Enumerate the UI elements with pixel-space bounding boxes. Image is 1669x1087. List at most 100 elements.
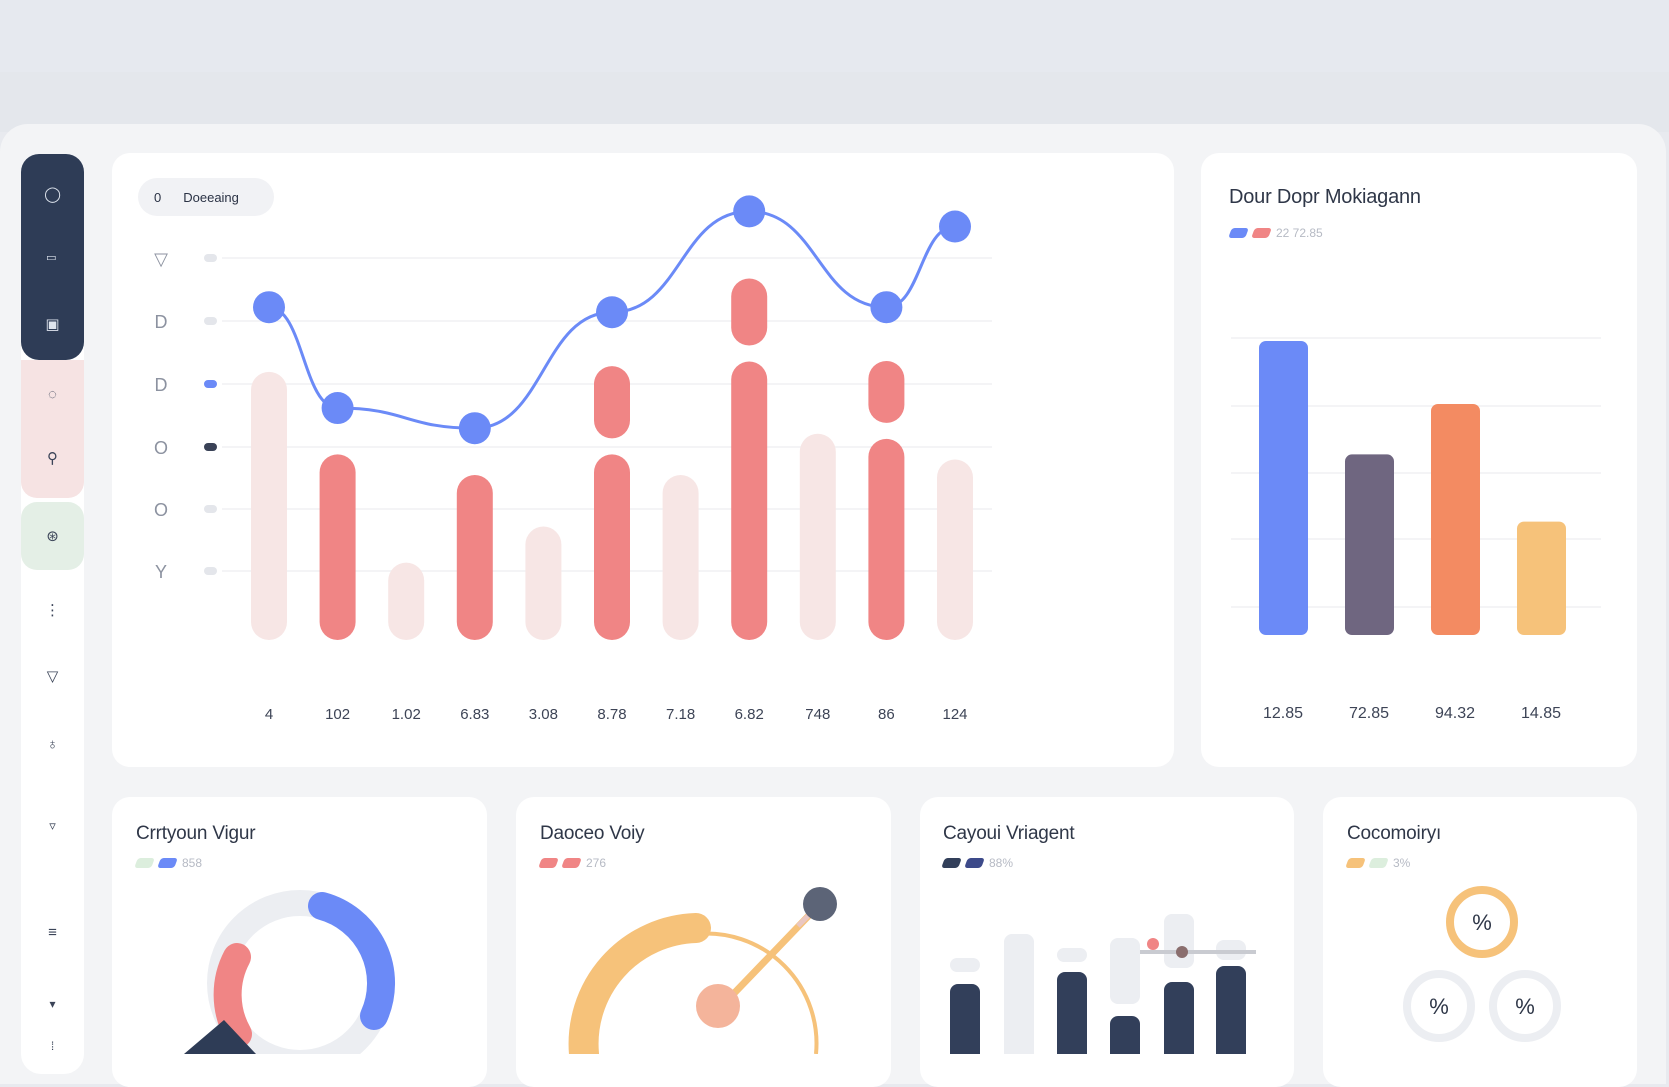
bar [937,459,973,640]
y-axis-icon-label: O [154,500,168,520]
legend-text: 858 [182,856,203,870]
bar [1431,404,1480,635]
bulb-icon[interactable]: ♁ [46,735,59,753]
bar [868,438,905,640]
sidebar-group-secondary: ◌ ⚲ [21,360,84,498]
x-tick-label: 8.78 [597,706,626,723]
x-tick-label: 12.85 [1263,705,1303,722]
more-icon[interactable]: ⁞ [50,1039,55,1053]
x-tick-label: 1.02 [392,706,421,723]
globe-icon[interactable]: ⊛ [46,528,59,545]
doc-icon[interactable]: ▯ [46,254,58,262]
y-axis-icon-label: ▽ [154,249,168,269]
x-tick-label: 124 [942,706,967,723]
x-tick-label: 102 [325,706,350,723]
y-axis-marker [204,505,217,513]
y-axis-icon-label: O [154,438,168,458]
percent-card-legend: 3% [1345,856,1411,870]
y-axis-marker [204,567,217,575]
gauge-card-title: Daoceo Voiy [540,823,645,844]
donut-card-legend: 858 [134,856,203,870]
mini-bar-ghost-4 [1110,938,1140,1004]
percent-card-title: Cocomoiryı [1347,823,1442,844]
x-tick-label: 3.08 [529,706,558,723]
caret-down-icon[interactable]: ▾ [49,997,56,1011]
legend-swatch-mint [134,858,155,868]
bar [456,474,493,640]
x-tick-label: 86 [878,706,895,723]
donut-card [112,797,487,1087]
filter-icon[interactable]: ▿ [49,818,56,833]
percent-label-left: % [1429,994,1449,1019]
y-axis-icon-label: D [155,375,168,395]
legend-swatch-coral-2 [561,858,582,868]
bar [251,371,287,640]
top-band [0,72,1669,132]
filter-chip[interactable]: 0 Doeeaing [138,178,274,216]
bar [319,454,356,640]
y-axis-marker [204,317,217,325]
list-icon[interactable]: ⋮ [45,602,60,619]
x-tick-label: 14.85 [1521,705,1561,722]
pin-icon[interactable]: ⚲ [47,450,58,467]
line-point [939,210,971,243]
mini-bar-ghost-2 [1004,934,1034,1054]
bar [731,361,768,640]
shield-icon[interactable]: ▽ [46,668,59,685]
bar-chart: 12.85 72.85 94.32 14.85 [1231,337,1601,722]
menu-icon[interactable]: ≡ [48,923,57,941]
sidebar-group-primary: ◯ ▯ ▣ [21,154,84,360]
x-tick-label: 94.32 [1435,705,1475,722]
gauge-outer-ring [695,931,819,1054]
legend-swatch-indigo [964,858,985,868]
sidebar-group-active: ⊛ [21,502,84,570]
mini-bar-ghost-5 [1164,914,1194,968]
bar [799,433,836,640]
bar [594,454,630,640]
line-point [458,412,491,445]
x-tick-label: 6.83 [460,706,489,723]
mini-bar-ghost-3 [1057,948,1087,962]
calendar-icon[interactable]: ▣ [45,316,60,333]
gauge-arc [568,913,711,1054]
donut-chart [184,890,395,1054]
x-tick-label: 748 [805,706,830,723]
bar-chart-legend: 22 72.85 [1228,226,1323,240]
gauge-card-legend: 276 [538,856,606,870]
legend-swatch-blue [157,858,178,868]
mini-bar-4 [1110,1016,1140,1054]
y-axis-marker [204,443,217,451]
legend-swatch-navy [941,858,962,868]
mini-range-marker-dark [1176,946,1188,958]
sidebar: ◯ ▯ ▣ ◌ ⚲ ⊛ ⋮ ▽ ♁ ▿ ≡ ▾ ⁞ [21,154,84,1074]
legend-swatch-sand [1345,858,1366,868]
line-point [321,392,354,425]
bar [388,562,425,640]
donut-wedge-navy [184,1020,256,1054]
y-axis-icon-label: D [155,312,168,332]
mini-bar-5 [1164,982,1194,1054]
line-point [733,195,766,228]
percent-ring-top [1446,886,1518,958]
chat-icon[interactable]: ◯ [44,186,61,203]
bar [1345,454,1394,635]
top-bar [0,0,1669,72]
x-tick-label: 72.85 [1349,705,1389,722]
bar-chart-title: Dour Dopr Mokiagann [1229,186,1421,208]
mini-bar-3 [1057,972,1087,1054]
mini-bar-6 [1216,966,1246,1054]
percent-label-top: % [1472,910,1492,935]
legend-swatch-mint [1368,858,1389,868]
mini-range-marker-coral [1147,938,1159,950]
y-axis-marker [204,254,217,262]
x-tick-label: 4 [265,706,273,723]
y-axis-icon-label: Y [155,562,167,582]
bar-cap [731,278,768,346]
chip-label: Doeeaing [183,189,239,205]
legend-text: 88% [989,856,1014,870]
gauge-hub [696,984,740,1028]
mini-bar-card-title: Cayoui Vriagent [943,823,1075,844]
legend-text: 3% [1393,856,1411,870]
main-chart-card [112,153,1174,767]
message-icon[interactable]: ◌ [48,385,57,403]
